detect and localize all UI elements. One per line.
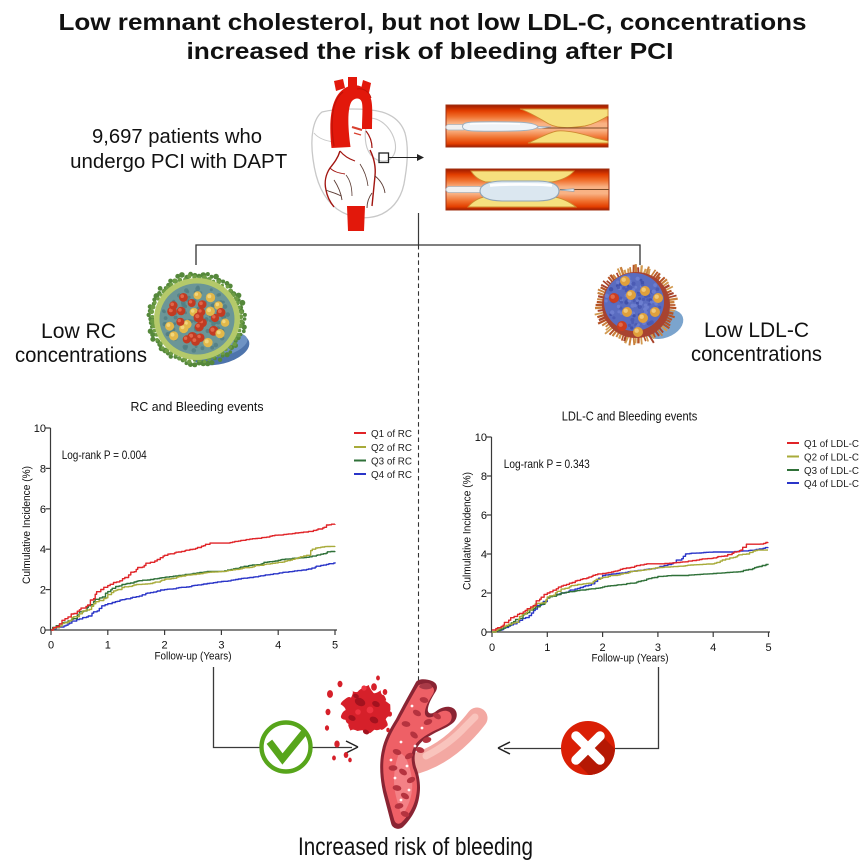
svg-text:5: 5 xyxy=(332,640,338,652)
svg-text:2: 2 xyxy=(162,640,168,652)
svg-text:6: 6 xyxy=(481,510,487,522)
svg-text:RC and Bleeding events: RC and Bleeding events xyxy=(131,399,264,414)
svg-text:4: 4 xyxy=(710,642,716,654)
svg-text:0: 0 xyxy=(481,627,487,639)
svg-text:Q2 of RC: Q2 of RC xyxy=(371,442,412,454)
svg-text:concentrations: concentrations xyxy=(691,343,822,366)
svg-text:10: 10 xyxy=(475,432,487,444)
svg-text:Q3 of RC: Q3 of RC xyxy=(371,455,412,467)
svg-text:Low LDL-C: Low LDL-C xyxy=(704,319,809,342)
svg-text:Log-rank P = 0.343: Log-rank P = 0.343 xyxy=(504,457,590,471)
svg-text:Culmulative Incidence (%): Culmulative Incidence (%) xyxy=(462,472,474,590)
svg-text:Q2 of LDL-C: Q2 of LDL-C xyxy=(804,451,859,463)
svg-text:3: 3 xyxy=(655,642,661,654)
svg-text:Follow-up (Years): Follow-up (Years) xyxy=(592,653,669,665)
svg-text:0: 0 xyxy=(48,640,54,652)
svg-text:Increased risk of bleeding: Increased risk of bleeding xyxy=(298,833,533,861)
svg-text:6: 6 xyxy=(40,504,46,516)
svg-text:Q1 of LDL-C: Q1 of LDL-C xyxy=(804,438,859,450)
svg-text:concentrations: concentrations xyxy=(15,344,147,367)
svg-text:LDL-C and Bleeding events: LDL-C and Bleeding events xyxy=(562,409,698,424)
svg-text:Low remnant cholesterol, but n: Low remnant cholesterol, but not low LDL… xyxy=(59,9,807,35)
svg-text:Q1 of RC: Q1 of RC xyxy=(371,428,412,440)
svg-text:3: 3 xyxy=(218,640,224,652)
svg-text:undergo PCI with DAPT: undergo PCI with DAPT xyxy=(70,151,287,173)
svg-text:8: 8 xyxy=(481,471,487,483)
svg-text:2: 2 xyxy=(600,642,606,654)
svg-text:10: 10 xyxy=(34,423,46,435)
svg-text:Q3 of LDL-C: Q3 of LDL-C xyxy=(804,465,859,477)
svg-text:2: 2 xyxy=(481,588,487,600)
svg-text:5: 5 xyxy=(765,642,771,654)
svg-text:Follow-up (Years): Follow-up (Years) xyxy=(155,651,232,663)
svg-text:1: 1 xyxy=(544,642,550,654)
svg-text:0: 0 xyxy=(40,625,46,637)
svg-text:increased the risk of bleeding: increased the risk of bleeding after PCI xyxy=(187,38,674,64)
svg-text:8: 8 xyxy=(40,463,46,475)
svg-text:9,697 patients who: 9,697 patients who xyxy=(92,126,262,148)
svg-text:4: 4 xyxy=(40,544,46,556)
svg-text:2: 2 xyxy=(40,585,46,597)
svg-text:1: 1 xyxy=(105,640,111,652)
svg-text:Log-rank P = 0.004: Log-rank P = 0.004 xyxy=(62,448,147,462)
svg-text:Q4 of LDL-C: Q4 of LDL-C xyxy=(804,478,859,490)
svg-text:4: 4 xyxy=(481,549,487,561)
svg-text:4: 4 xyxy=(275,640,281,652)
svg-text:0: 0 xyxy=(489,642,495,654)
svg-text:Low RC: Low RC xyxy=(41,320,116,343)
svg-text:Culmulative Incidence (%): Culmulative Incidence (%) xyxy=(21,466,33,584)
svg-text:Q4 of RC: Q4 of RC xyxy=(371,469,412,481)
